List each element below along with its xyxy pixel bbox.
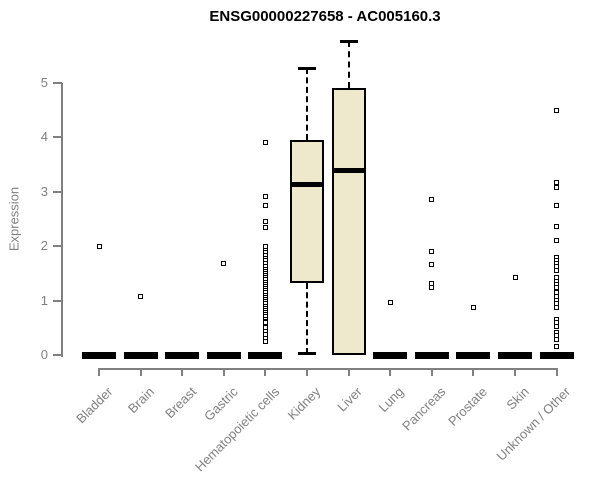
upper-whisker bbox=[306, 67, 308, 141]
zero-box-9 bbox=[456, 351, 491, 359]
zero-box-10 bbox=[498, 351, 532, 359]
y-tick-label: 4 bbox=[40, 129, 48, 145]
upper-whisker-cap bbox=[298, 66, 316, 70]
zero-box-0 bbox=[82, 351, 116, 359]
outlier-point bbox=[554, 179, 560, 185]
y-tick-label: 2 bbox=[40, 238, 48, 254]
outlier-point bbox=[554, 304, 560, 310]
box-6 bbox=[331, 87, 366, 355]
x-tick-label: Lung bbox=[375, 384, 407, 416]
y-axis-line bbox=[61, 83, 63, 357]
y-axis-tick bbox=[53, 299, 62, 302]
zero-box-1 bbox=[123, 351, 158, 359]
zero-box-2 bbox=[165, 351, 200, 359]
x-axis-tick bbox=[98, 369, 100, 376]
outlier-point bbox=[554, 285, 560, 291]
x-tick-label: Bladder bbox=[73, 384, 116, 427]
y-tick-label: 5 bbox=[40, 75, 48, 90]
y-axis-tick bbox=[53, 190, 62, 193]
y-tick-label: 3 bbox=[40, 183, 48, 199]
x-tick-label: Kidney bbox=[284, 384, 324, 423]
outlier-point bbox=[554, 223, 560, 229]
zero-box-4 bbox=[248, 351, 283, 359]
outlier-point bbox=[262, 203, 268, 209]
x-tick-label: Breast bbox=[161, 384, 199, 422]
y-axis-tick bbox=[53, 354, 62, 356]
y-tick-label: 1 bbox=[40, 292, 48, 308]
outlier-point bbox=[262, 219, 268, 225]
zero-box-11 bbox=[539, 351, 574, 359]
x-tick-label: Skin bbox=[503, 384, 532, 413]
x-axis-tick bbox=[514, 369, 516, 376]
outlier-point bbox=[262, 224, 268, 230]
x-tick-label: Pancreas bbox=[398, 384, 449, 434]
outlier-point bbox=[429, 261, 435, 267]
x-axis-tick bbox=[389, 369, 392, 376]
outlier-point bbox=[512, 274, 518, 280]
x-tick-label: Brain bbox=[125, 384, 158, 417]
x-tick-label: Unknown / Other bbox=[493, 384, 574, 464]
outlier-point bbox=[554, 107, 560, 113]
outlier-point bbox=[554, 203, 560, 209]
zero-box-8 bbox=[414, 351, 449, 359]
x-axis-tick bbox=[306, 369, 308, 376]
y-axis-tick bbox=[53, 82, 62, 84]
outlier-point bbox=[262, 193, 268, 199]
outlier-point bbox=[554, 267, 560, 273]
x-tick-label: Liver bbox=[334, 384, 366, 415]
outlier-point bbox=[96, 244, 102, 250]
chart-title: ENSG00000227658 - AC005160.3 bbox=[209, 8, 441, 25]
median-line bbox=[290, 182, 324, 188]
outlier-point bbox=[554, 184, 560, 190]
x-axis-tick bbox=[472, 369, 475, 376]
outlier-point bbox=[262, 339, 268, 345]
median-line bbox=[331, 167, 366, 173]
x-axis-tick bbox=[264, 369, 267, 376]
outlier-point bbox=[554, 238, 560, 244]
x-axis-tick bbox=[222, 369, 225, 376]
lower-whisker-cap bbox=[298, 351, 316, 355]
lower-whisker bbox=[306, 282, 308, 354]
y-tick-label: 0 bbox=[40, 347, 48, 362]
outlier-point bbox=[470, 305, 476, 311]
outlier-point bbox=[221, 260, 227, 266]
zero-box-7 bbox=[373, 351, 408, 359]
outlier-point bbox=[262, 320, 268, 326]
outlier-point bbox=[138, 294, 144, 300]
outlier-point bbox=[429, 197, 435, 203]
outlier-point bbox=[554, 344, 560, 350]
zero-box-3 bbox=[206, 351, 241, 359]
outlier-point bbox=[554, 337, 560, 343]
x-axis-tick bbox=[555, 369, 558, 376]
outlier-point bbox=[554, 323, 560, 329]
outlier-point bbox=[387, 300, 393, 306]
outlier-point bbox=[429, 248, 435, 254]
x-axis-tick bbox=[430, 369, 433, 376]
x-axis-line bbox=[98, 368, 558, 370]
outlier-point bbox=[262, 140, 268, 146]
x-tick-label: Gastric bbox=[200, 384, 241, 424]
y-axis-tick bbox=[53, 136, 62, 139]
upper-whisker-cap bbox=[339, 40, 358, 44]
upper-whisker bbox=[347, 41, 350, 88]
outlier-point bbox=[429, 284, 435, 290]
x-tick-label: Prostate bbox=[445, 384, 491, 429]
box-5 bbox=[290, 140, 324, 283]
x-axis-tick bbox=[181, 369, 184, 376]
x-axis-tick bbox=[347, 369, 350, 376]
x-axis-tick bbox=[139, 369, 142, 376]
y-axis-tick bbox=[53, 245, 62, 248]
